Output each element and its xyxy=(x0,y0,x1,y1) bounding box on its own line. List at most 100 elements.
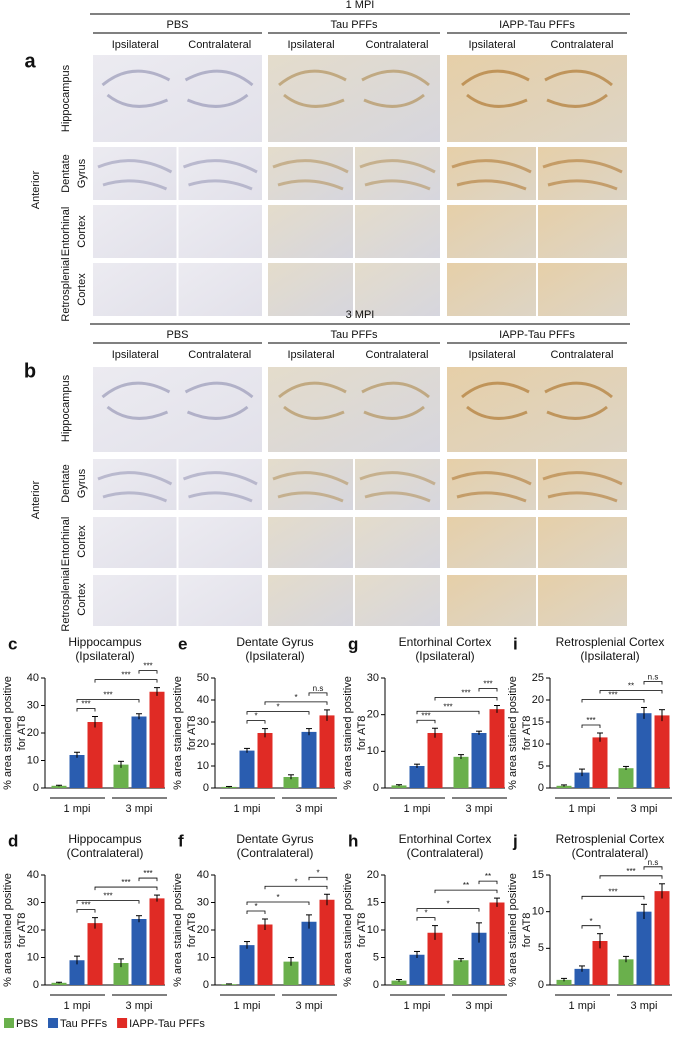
bar xyxy=(301,921,317,985)
image-detail xyxy=(184,381,254,420)
bar xyxy=(113,764,129,788)
panel-letter: g xyxy=(348,634,358,653)
y-tick-label: 0 xyxy=(538,782,544,794)
sig-bracket xyxy=(264,885,328,890)
sig-bracket xyxy=(246,720,266,724)
image-detail xyxy=(461,69,530,108)
image xyxy=(93,459,177,510)
sig-label: *** xyxy=(121,878,130,887)
sig-label: *** xyxy=(81,700,90,709)
sig-bracket xyxy=(308,876,328,881)
bar xyxy=(87,923,103,985)
y-tick-label: 0 xyxy=(33,979,39,991)
image-detail xyxy=(451,471,532,503)
sig-bracket xyxy=(138,670,158,674)
bar xyxy=(391,980,407,985)
chart-title: Entorhinal Cortex xyxy=(399,832,492,846)
image xyxy=(447,205,536,258)
sig-bracket xyxy=(581,895,645,900)
y-axis-label: for AT8 xyxy=(186,913,198,948)
y-axis-label: for AT8 xyxy=(16,716,28,751)
image xyxy=(538,575,627,626)
sig-label: * xyxy=(446,900,449,909)
image xyxy=(268,147,353,200)
chart-subtitle: (Contralateral) xyxy=(237,846,314,860)
image-detail xyxy=(182,159,258,191)
side-label: Anterior xyxy=(30,480,42,519)
row-label: Retrosplenial xyxy=(60,257,72,321)
side-header: Ipsilateral xyxy=(468,39,515,51)
side-header: Contralateral xyxy=(551,39,614,51)
bar xyxy=(654,891,670,985)
image xyxy=(355,205,440,258)
y-tick-label: 5 xyxy=(373,951,379,963)
image-detail xyxy=(451,159,532,191)
image xyxy=(268,575,353,626)
image-detail xyxy=(361,381,430,420)
image xyxy=(178,459,262,510)
y-tick-label: 20 xyxy=(27,727,39,739)
bar xyxy=(113,963,129,985)
panel-letter: j xyxy=(512,831,518,850)
chart-title: Dentate Gyrus xyxy=(236,832,313,846)
image-detail xyxy=(278,69,347,108)
image xyxy=(268,55,440,142)
y-tick-label: 25 xyxy=(532,672,544,684)
bar xyxy=(427,932,443,985)
sig-label: * xyxy=(276,703,279,712)
bar xyxy=(409,766,425,788)
image xyxy=(538,205,627,258)
image-detail xyxy=(272,471,349,503)
sig-bracket xyxy=(478,688,498,692)
sig-label: *** xyxy=(121,671,130,680)
legend-label: Tau PFFs xyxy=(60,1018,108,1030)
y-tick-label: 15 xyxy=(532,869,544,881)
bar xyxy=(149,691,165,788)
image xyxy=(538,263,627,316)
bar xyxy=(239,945,255,985)
image-detail xyxy=(184,69,254,108)
bar xyxy=(301,731,317,788)
sig-label: *** xyxy=(81,901,90,910)
sig-label: ** xyxy=(628,682,634,691)
chart-title: Retrosplenial Cortex xyxy=(556,832,665,846)
sig-label: *** xyxy=(143,662,152,671)
sig-bracket xyxy=(581,699,645,703)
legend-swatch xyxy=(48,1018,59,1028)
y-tick-label: 40 xyxy=(27,869,39,881)
bar xyxy=(453,960,469,985)
y-tick-label: 20 xyxy=(367,869,379,881)
row-label: Retrosplenial xyxy=(60,567,72,631)
x-tick-label: 3 mpi xyxy=(296,1000,323,1012)
y-tick-label: 20 xyxy=(197,738,209,750)
y-tick-label: 10 xyxy=(27,951,39,963)
bar xyxy=(69,755,85,788)
sig-bracket xyxy=(246,910,266,914)
x-tick-label: 3 mpi xyxy=(631,803,658,815)
panel-title: 1 MPI xyxy=(346,0,375,11)
sig-bracket xyxy=(599,690,663,694)
image xyxy=(268,205,353,258)
bar xyxy=(574,968,590,985)
sig-label: *** xyxy=(103,892,112,901)
x-tick-label: 3 mpi xyxy=(126,1000,153,1012)
y-tick-label: 5 xyxy=(538,760,544,772)
panel-letter: b xyxy=(24,360,36,382)
image xyxy=(355,263,440,316)
y-tick-label: 30 xyxy=(27,699,39,711)
bar xyxy=(131,716,147,788)
bar xyxy=(319,899,335,985)
sig-bracket xyxy=(416,908,480,912)
y-tick-label: 40 xyxy=(197,694,209,706)
bar xyxy=(489,709,505,788)
bar xyxy=(221,786,237,788)
sig-label: *** xyxy=(483,680,492,689)
legend-swatch xyxy=(4,1018,14,1028)
bar xyxy=(489,902,505,985)
y-tick-label: 10 xyxy=(367,745,379,757)
x-tick-label: 1 mpi xyxy=(404,803,431,815)
sig-bracket xyxy=(264,701,328,705)
sig-label: * xyxy=(316,868,319,877)
panel-letter: e xyxy=(178,634,187,653)
y-axis-label: for AT8 xyxy=(186,716,198,751)
